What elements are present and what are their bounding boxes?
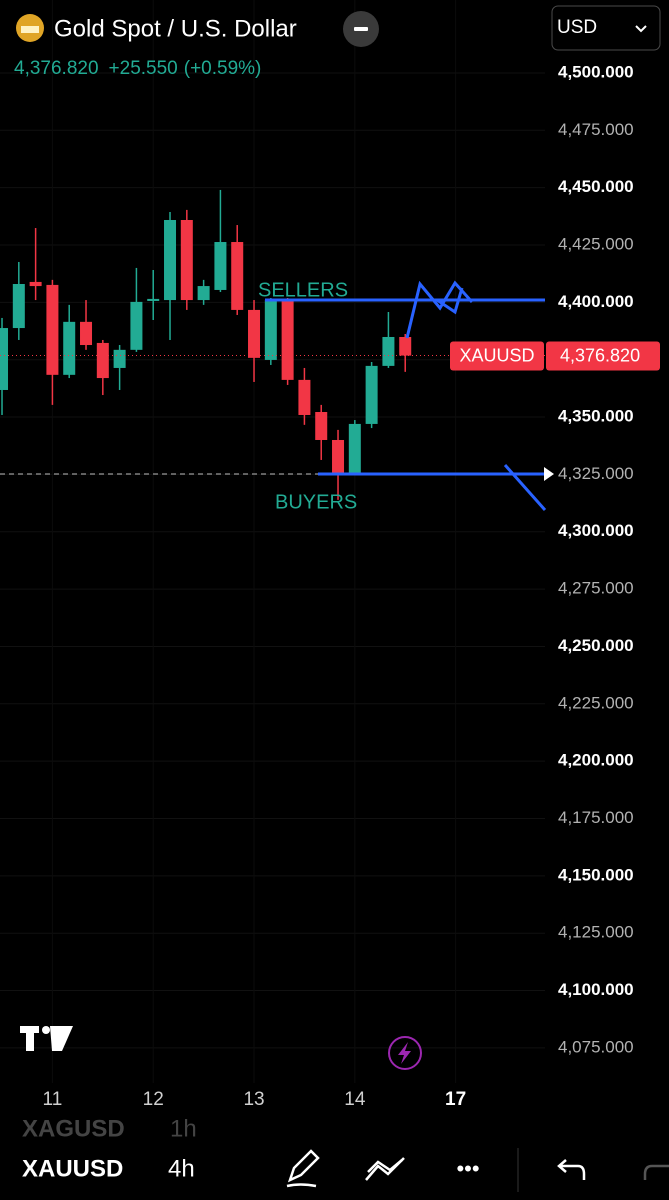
candle-body <box>315 412 328 440</box>
candle-body <box>399 336 412 356</box>
lightning-button[interactable] <box>388 1036 422 1070</box>
candle-body <box>214 242 227 290</box>
projection-path <box>436 287 464 315</box>
y-tick-label: 4,350.000 <box>558 407 634 426</box>
y-tick-label: 4,300.000 <box>558 521 634 540</box>
candle-body <box>348 423 361 474</box>
y-tick-label: 4,075.000 <box>558 1037 634 1056</box>
redo-button[interactable] <box>643 1164 669 1180</box>
undo-button[interactable] <box>557 1159 586 1180</box>
candle-body <box>164 219 177 301</box>
x-tick-label: 13 <box>243 1089 264 1110</box>
candle-body <box>264 300 277 360</box>
candle-body <box>231 242 244 310</box>
ghost-interval: 1h <box>170 1115 197 1142</box>
lines-tool[interactable] <box>365 1157 405 1181</box>
candle-body <box>197 286 210 301</box>
sellers-label: SELLERS <box>258 279 348 301</box>
y-tick-label: 4,175.000 <box>558 808 634 827</box>
plot <box>0 0 545 1083</box>
y-tick-label: 4,150.000 <box>558 865 634 884</box>
currency-dropdown[interactable] <box>551 5 661 51</box>
candle-body <box>12 283 25 329</box>
candle-body <box>80 321 93 346</box>
candle-body <box>0 328 9 390</box>
symbol-tag-label: XAUUSD <box>459 345 534 365</box>
y-tick-label: 4,125.000 <box>558 923 634 942</box>
price-line: 4,376.820 +25.550 (+0.59%) <box>14 58 261 79</box>
symbol-tag <box>450 341 544 371</box>
candle-body <box>113 349 126 368</box>
toolbar-bg <box>0 1142 669 1200</box>
y-tick-label: 4,475.000 <box>558 120 634 139</box>
price: 4,376.820 <box>14 58 99 79</box>
x-tick-label: 11 <box>43 1089 63 1110</box>
candle-body <box>281 300 294 380</box>
last-price-label: 4,376.820 <box>560 345 640 365</box>
ray-handle[interactable] <box>544 467 554 481</box>
change: +25.550 <box>109 58 178 79</box>
candle-body <box>96 342 109 379</box>
x-tick-label: 12 <box>143 1089 164 1110</box>
candle-body <box>382 336 395 366</box>
y-tick-label: 4,250.000 <box>558 636 634 655</box>
draw-tool[interactable] <box>286 1149 320 1188</box>
dropdown-chevron <box>635 25 647 33</box>
x-tick-label: 17 <box>445 1089 466 1110</box>
candle-body <box>63 321 76 375</box>
y-tick-label: 4,425.000 <box>558 234 634 253</box>
last-price-tag <box>546 341 660 371</box>
y-tick-label: 4,325.000 <box>558 464 634 483</box>
projection-line <box>503 464 547 511</box>
candle-body <box>46 284 59 375</box>
lightning-icon <box>398 1042 411 1064</box>
y-tick-label: 4,450.000 <box>558 177 634 196</box>
buyers-label: BUYERS <box>275 491 357 513</box>
tv-logo <box>20 1026 73 1051</box>
y-tick-label: 4,275.000 <box>558 579 634 598</box>
symbol-title: Gold Spot / U.S. Dollar <box>54 15 297 42</box>
y-tick-label: 4,225.000 <box>558 693 634 712</box>
toolbar-interval[interactable]: 4h <box>168 1155 195 1182</box>
more-button[interactable]: ••• <box>456 1156 479 1181</box>
symbol-icon-bars <box>21 26 39 33</box>
collapse-icon <box>354 27 368 31</box>
y-tick-label: 4,500.000 <box>558 62 634 81</box>
x-tick-label: 14 <box>344 1089 366 1110</box>
y-tick-label: 4,200.000 <box>558 751 634 770</box>
candle-body <box>29 281 42 287</box>
candle-body <box>180 219 193 301</box>
change-pct: (+0.59%) <box>184 58 262 79</box>
y-tick-label: 4,100.000 <box>558 980 634 999</box>
candle-body <box>130 301 143 350</box>
candle-body <box>248 309 261 358</box>
ghost-symbol: XAGUSD <box>22 1115 125 1142</box>
candle-body <box>298 379 311 415</box>
candle-body <box>147 298 160 301</box>
toolbar-symbol[interactable]: XAUUSD <box>22 1155 123 1182</box>
y-tick-label: 4,400.000 <box>558 292 634 311</box>
candle-body <box>332 439 345 474</box>
currency-label: USD <box>557 17 597 38</box>
candle-body <box>365 365 378 424</box>
